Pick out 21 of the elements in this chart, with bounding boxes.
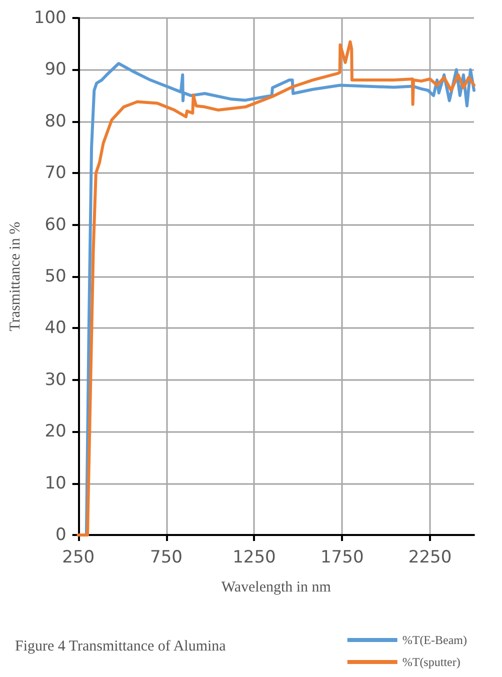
y-tick-label: 90 [44, 60, 66, 80]
legend-label: %T(E-Beam) [402, 633, 468, 647]
y-tick-label: 40 [44, 318, 66, 338]
x-tick-label: 250 [62, 548, 95, 568]
y-axis-title: Trasmittance in % [8, 222, 24, 332]
x-tick-label: 1750 [320, 548, 364, 568]
x-axis-title: Wavelength in nm [221, 580, 332, 596]
y-tick-label: 30 [44, 370, 66, 390]
y-tick-label: 10 [44, 473, 66, 494]
y-tick-label: 50 [44, 266, 66, 286]
y-tick-label: 70 [44, 163, 66, 184]
x-tick-label: 750 [150, 548, 182, 568]
legend-label: %T(sputter) [402, 655, 460, 669]
y-tick-label: 0 [56, 525, 66, 545]
y-tick-label: 60 [44, 214, 66, 235]
x-tick-label: 2250 [408, 548, 452, 568]
y-tick-label: 100 [34, 8, 66, 28]
y-tick-label: 20 [44, 422, 66, 442]
y-tick-label: 80 [44, 111, 66, 132]
text: Figure 4 Transmittance of Alumina [15, 638, 226, 654]
x-tick-label: 1250 [232, 548, 276, 568]
